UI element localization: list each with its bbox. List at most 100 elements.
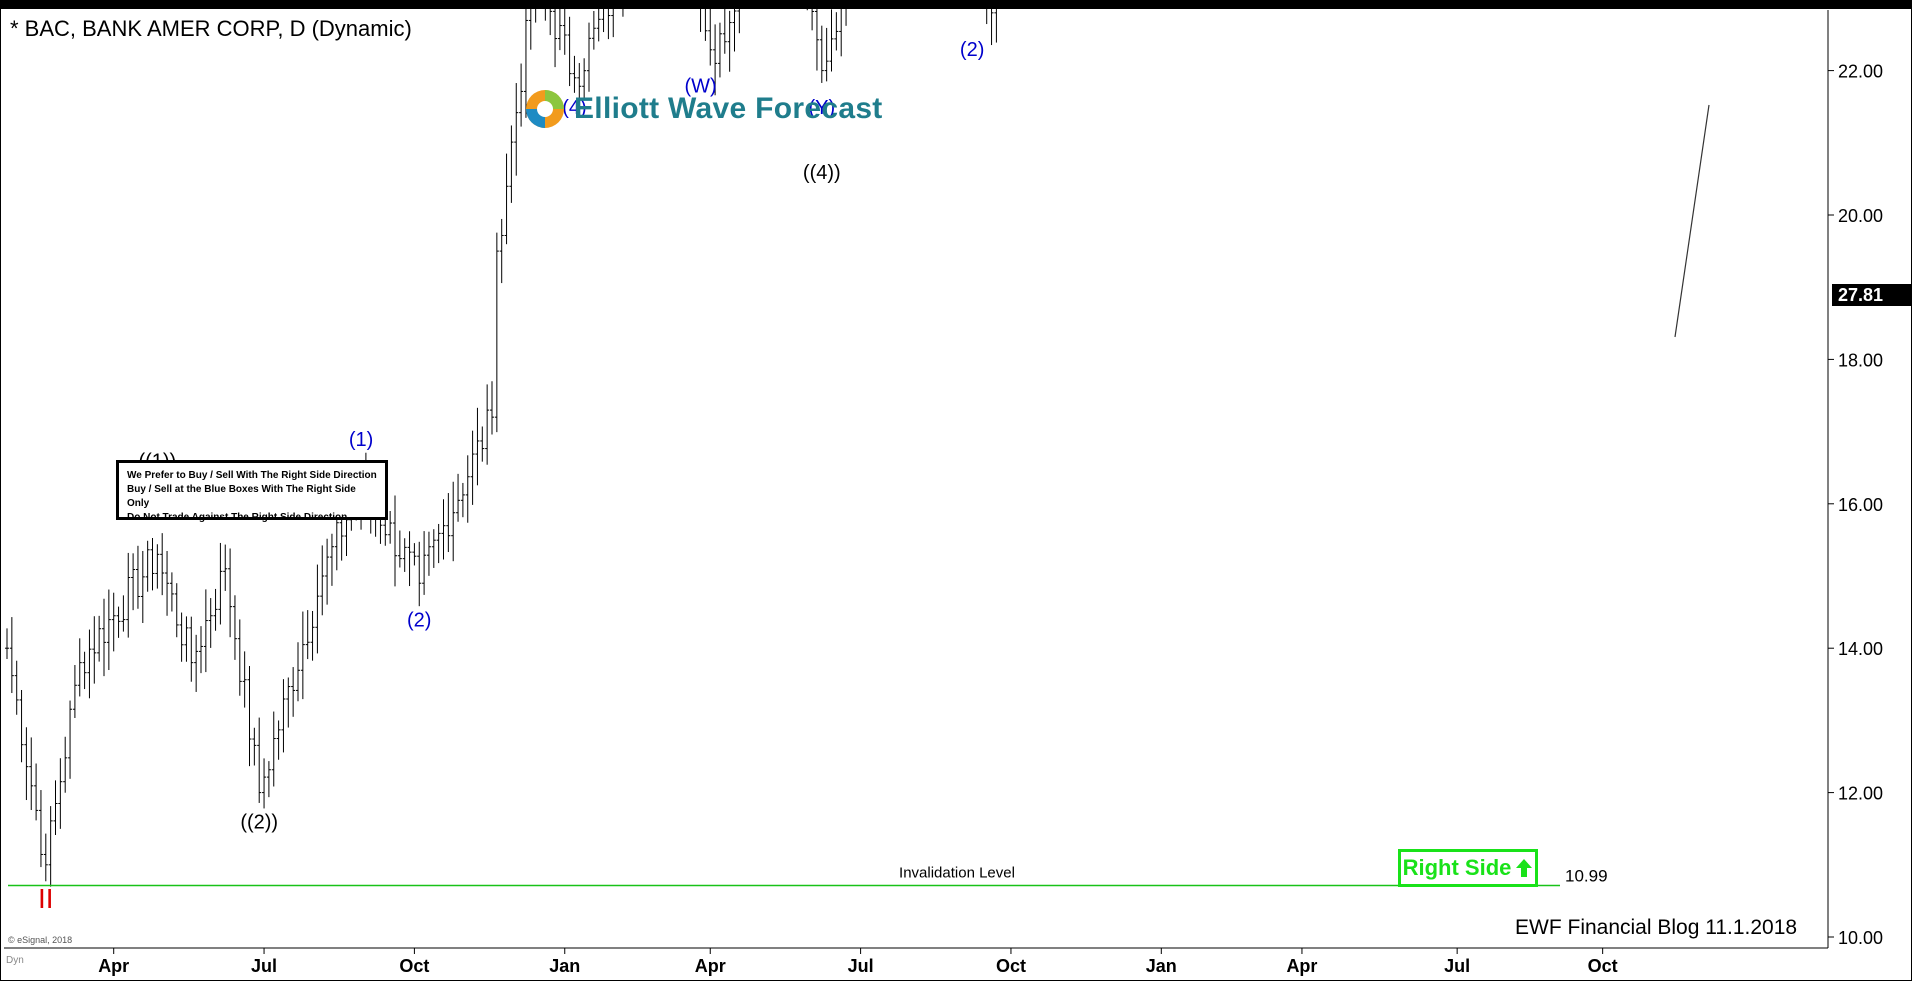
price-bar [165, 551, 170, 616]
price-bar [286, 677, 291, 728]
x-tick-label: Jul [1444, 956, 1470, 976]
price-bar [393, 495, 397, 587]
up-arrow-icon [1516, 859, 1533, 877]
price-bar [310, 611, 315, 661]
price-bar [417, 541, 422, 607]
price-bar [582, 58, 587, 100]
price-bar [179, 612, 184, 662]
wave-label: (2) [960, 39, 984, 61]
price-bar [806, 0, 808, 11]
price-bar [388, 510, 393, 544]
price-bar [596, 0, 601, 42]
price-bar [72, 665, 77, 718]
note-line: We Prefer to Buy / Sell With The Right S… [127, 470, 377, 481]
price-bar [834, 12, 839, 51]
price-bar [465, 455, 470, 523]
price-bar [38, 790, 43, 868]
price-bar [262, 758, 267, 809]
dyn-label: Dyn [6, 955, 24, 966]
price-bar [601, 0, 606, 33]
price-bar [850, 0, 852, 8]
price-bar [266, 761, 271, 798]
x-tick-label: Jul [251, 956, 277, 976]
copyright: © eSignal, 2018 [8, 935, 73, 945]
price-bar [436, 523, 441, 564]
price-bar [509, 125, 514, 203]
price-bar [485, 384, 490, 465]
price-bar [92, 616, 97, 684]
price-bar [9, 617, 14, 694]
wave-label: II [38, 883, 54, 914]
price-bar [587, 22, 591, 92]
price-bar [994, 0, 997, 43]
price-bar [611, 0, 614, 38]
wave-label: (4) [562, 97, 586, 119]
wave-label: (1) [349, 429, 373, 451]
price-bar [218, 542, 223, 625]
price-bar [208, 598, 213, 648]
price-bar [320, 545, 325, 616]
price-bar [189, 616, 194, 682]
invalidation-label: Invalidation Level [899, 865, 1015, 882]
logo: Elliott Wave Forecast [524, 88, 883, 130]
price-bar [53, 780, 58, 835]
price-bar [14, 660, 19, 715]
y-tick-label: 18.00 [1838, 350, 1883, 370]
last-price-tag: 27.81 [1832, 284, 1912, 306]
y-tick-label: 10.00 [1838, 928, 1883, 948]
price-bar [237, 619, 242, 696]
price-bar [203, 589, 208, 673]
price-bar [591, 10, 596, 50]
y-tick-label: 22.00 [1838, 62, 1883, 82]
price-bar [111, 592, 116, 652]
price-bar [329, 533, 334, 586]
price-bar [708, 2, 713, 66]
price-bar [519, 63, 524, 127]
price-bar [727, 10, 732, 72]
price-bar [276, 720, 281, 760]
price-bar [627, 0, 629, 3]
price-bar [704, 0, 708, 41]
price-bar [228, 548, 233, 638]
price-bar [422, 531, 427, 595]
price-bar [397, 530, 402, 568]
x-tick-label: Jan [1146, 956, 1177, 976]
price-bar [986, 0, 988, 25]
price-bar [572, 55, 577, 93]
price-bar [991, 0, 994, 46]
right-side-label: Right Side [1402, 855, 1512, 880]
price-bar [242, 651, 247, 708]
price-bar [19, 689, 24, 763]
price-bar [523, 3, 528, 118]
price-bar [426, 531, 431, 576]
price-bar [184, 616, 189, 662]
price-bar [499, 218, 504, 284]
price-bar [732, 0, 737, 52]
x-tick-label: Oct [996, 956, 1026, 976]
price-bar [48, 806, 53, 887]
price-bar [494, 232, 499, 433]
price-bar [5, 628, 9, 660]
price-bar [126, 552, 131, 638]
price-bar [145, 540, 150, 592]
price-bar [772, 0, 774, 9]
price-bar [829, 9, 834, 72]
price-bar [819, 25, 824, 83]
price-bar [514, 83, 519, 176]
blog-footer: EWF Financial Blog 11.1.2018 [1515, 916, 1798, 939]
price-bar [824, 27, 829, 82]
price-bar [451, 481, 456, 562]
x-tick-label: Apr [98, 956, 129, 976]
price-bar [296, 642, 300, 702]
price-bar [169, 572, 174, 612]
price-bar [446, 493, 451, 553]
price-bar [480, 426, 485, 462]
price-bar [722, 4, 727, 54]
price-bar [213, 588, 218, 631]
chart-title: * BAC, BANK AMER CORP, D (Dynamic) [10, 16, 412, 41]
price-bar [160, 533, 165, 596]
price-bar [63, 736, 68, 793]
price-bar [533, 0, 537, 23]
logo-text: Elliott Wave Forecast [574, 92, 883, 125]
